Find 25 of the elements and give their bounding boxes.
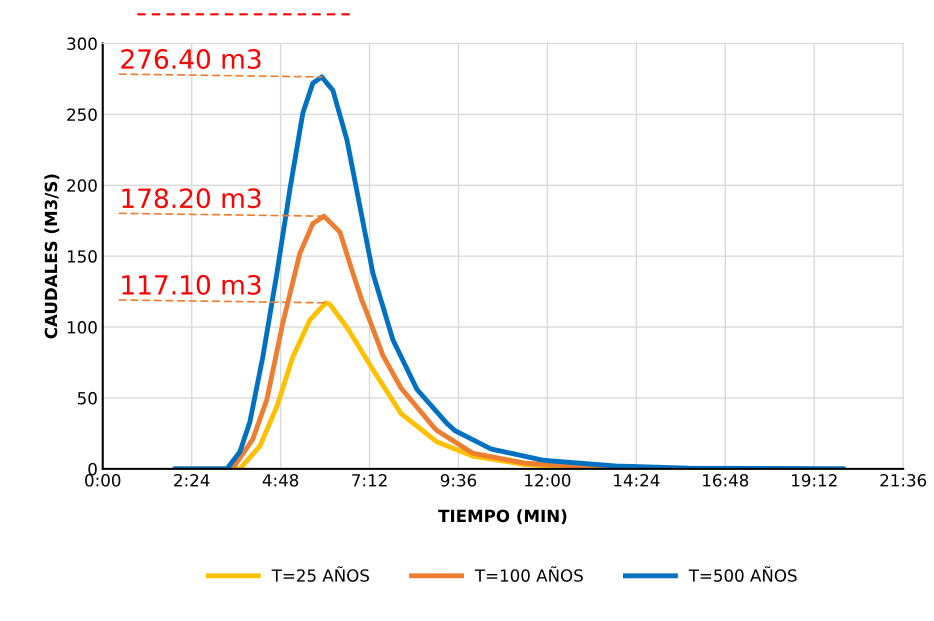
y-axis-title: CAUDALES (M3/S)	[44, 174, 60, 338]
x-tick-label: 7:12	[352, 474, 387, 486]
x-tick-label: 4:48	[262, 474, 298, 487]
annotation: 178.20 m3	[122, 188, 261, 208]
y-tick-label: 100	[68, 321, 97, 334]
annotation: 117.10 m3	[122, 274, 261, 295]
y-tick-label: 200	[67, 179, 97, 192]
legend-label: T=25 AÑOS	[272, 566, 369, 582]
x-tick-label: 12:00	[525, 474, 570, 487]
annotation: 276.40 m3	[121, 49, 261, 69]
y-tick-label: 150	[68, 250, 97, 263]
y-tick-label: 0	[88, 462, 97, 476]
x-tick-label: 14:24	[614, 474, 660, 486]
y-tick-label: 300	[67, 37, 97, 50]
legend-label: T=500 AÑOS	[688, 566, 797, 582]
x-tick-label: 16:48	[703, 474, 748, 487]
x-tick-label: 9:36	[440, 474, 476, 487]
x-tick-label: 2:24	[174, 474, 210, 486]
legend-label: T=100 AÑOS	[474, 566, 583, 582]
x-tick-label: 19:12	[792, 474, 837, 487]
x-tick-label: 21:36	[880, 474, 926, 487]
y-tick-label: 250	[67, 108, 97, 121]
x-axis-title: TIEMPO (MIN)	[438, 509, 566, 524]
y-tick-label: 50	[78, 392, 97, 405]
x-tick-label: 0:00	[85, 474, 120, 487]
